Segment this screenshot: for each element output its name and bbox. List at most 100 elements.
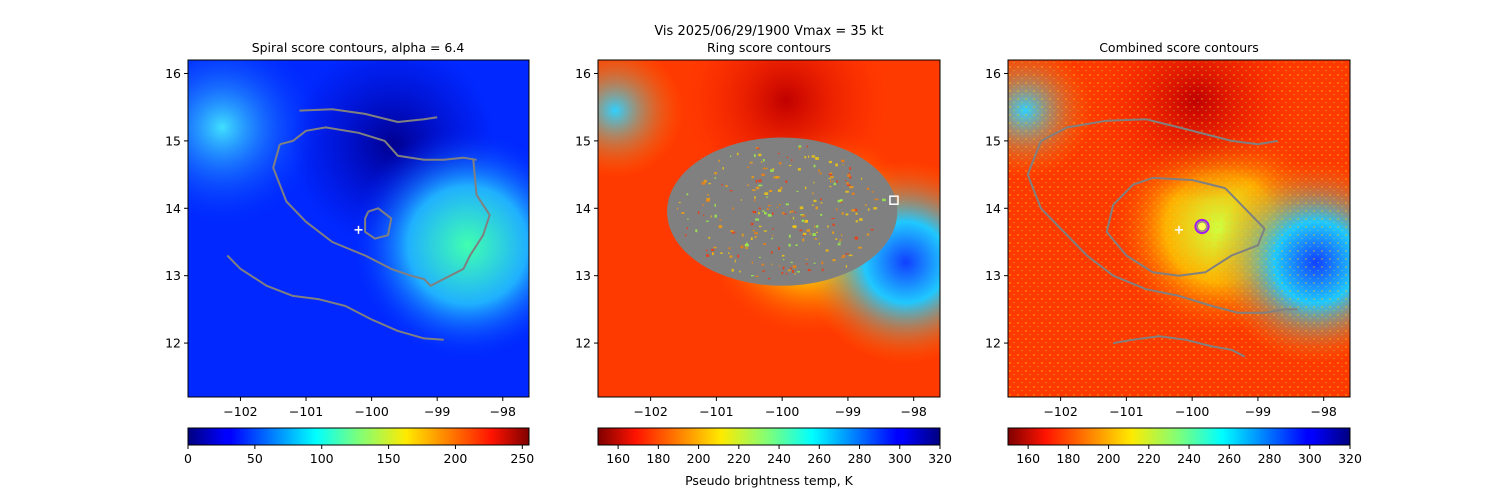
masked-speckle	[812, 233, 816, 236]
masked-speckle	[828, 178, 831, 180]
colorbar-tick-label: 240	[767, 451, 791, 466]
masked-speckle	[815, 206, 818, 210]
masked-speckle	[769, 190, 773, 192]
masked-speckle	[790, 261, 793, 264]
masked-speckle	[762, 270, 766, 272]
masked-speckle	[775, 176, 780, 179]
masked-speckle	[776, 206, 778, 209]
masked-speckle	[809, 232, 811, 235]
masked-speckle	[710, 215, 712, 218]
colorbar-ticks: 160 180 200 220 240 260 280 300 320	[1016, 445, 1362, 466]
masked-speckle	[741, 233, 744, 237]
masked-speckle	[751, 275, 754, 277]
masked-speckle	[829, 185, 832, 188]
y-tick-label: 16	[575, 66, 591, 81]
y-tick-label: 15	[985, 133, 1001, 148]
masked-speckle	[851, 192, 855, 195]
masked-speckle	[708, 183, 711, 185]
axes-frame	[597, 59, 941, 398]
y-tick-label: 14	[165, 201, 181, 216]
colorbar-tick-label: 180	[646, 451, 670, 466]
masked-speckle	[791, 159, 793, 161]
masked-speckle	[758, 225, 762, 228]
masked-speckle	[797, 168, 801, 171]
masked-speckle	[788, 243, 791, 247]
contour-line	[272, 144, 491, 287]
masked-speckle	[754, 198, 756, 202]
masked-speckle	[751, 189, 756, 191]
panel-title: Spiral score contours, alpha = 6.4	[252, 40, 465, 55]
masked-speckle	[714, 203, 716, 207]
masked-speckle	[799, 206, 804, 210]
masked-speckle	[846, 182, 849, 185]
x-tick-label: −101	[1109, 404, 1143, 419]
panel-combined: Combined score contours −102 −101 −100 −99−…	[985, 40, 1362, 466]
masked-speckle	[781, 254, 785, 257]
masked-speckle	[821, 261, 824, 265]
masked-speckle	[838, 241, 841, 243]
masked-speckle	[847, 174, 851, 177]
colorbar-tick-label: 320	[928, 451, 952, 466]
masked-speckle	[686, 193, 689, 196]
masked-speckle	[750, 222, 754, 226]
masked-speckle	[851, 209, 856, 212]
colorbar-tick-label: 250	[510, 451, 534, 466]
masked-speckle	[828, 173, 833, 176]
masked-speckle	[734, 259, 736, 263]
x-tick-label: −100	[1175, 404, 1209, 419]
masked-speckle	[786, 156, 789, 158]
storm-center-marker	[1175, 225, 1183, 234]
masked-speckle	[751, 176, 755, 179]
masked-speckle	[761, 173, 765, 177]
masked-speckle	[764, 192, 769, 195]
masked-speckle	[848, 254, 853, 257]
masked-speckle	[763, 230, 767, 232]
masked-speckle	[778, 247, 780, 250]
masked-speckle	[766, 167, 768, 169]
masked-speckle	[728, 252, 730, 254]
masked-speckle	[718, 159, 720, 163]
y-tick-label: 16	[165, 66, 181, 81]
masked-speckle	[861, 177, 863, 180]
masked-speckle	[839, 239, 843, 241]
masked-speckle	[782, 266, 785, 270]
masked-speckle	[830, 179, 832, 183]
masked-speckle	[763, 159, 765, 162]
combined-center-circle	[1194, 218, 1210, 235]
masked-speckle	[804, 219, 808, 223]
masked-speckle	[754, 196, 756, 199]
masked-speckle	[681, 212, 685, 214]
masked-speckle	[841, 212, 844, 215]
masked-speckle	[782, 212, 785, 215]
masked-speckle	[816, 231, 818, 233]
masked-speckle	[788, 234, 791, 238]
masked-speckle	[751, 261, 753, 264]
masked-speckle	[799, 147, 801, 150]
contour-lines	[1026, 118, 1298, 358]
x-tick-label: −102	[1043, 404, 1077, 419]
masked-speckle	[730, 230, 734, 233]
masked-speckle	[790, 267, 792, 270]
masked-speckle	[781, 271, 784, 275]
masked-speckle	[778, 204, 781, 206]
masked-speckle	[849, 186, 854, 189]
masked-speckle	[766, 196, 768, 199]
masked-speckle	[767, 204, 771, 207]
masked-speckle	[739, 270, 741, 273]
masked-speckle	[804, 156, 807, 159]
masked-speckle	[833, 182, 837, 186]
ring-center-marker	[889, 195, 899, 205]
colorbar-tick-label: 280	[1258, 451, 1282, 466]
masked-speckle	[864, 204, 867, 206]
masked-speckle	[729, 155, 732, 157]
x-axis: −102 −101 −100 −99 −98	[223, 397, 516, 419]
masked-speckle	[772, 168, 775, 170]
heatmap-image	[1008, 60, 1350, 397]
masked-speckle	[792, 270, 794, 273]
y-axis: 12 13 14 15 16	[985, 66, 1008, 351]
masked-speckle	[756, 148, 760, 150]
y-tick-label: 13	[985, 268, 1001, 283]
masked-speckle	[795, 244, 798, 246]
masked-speckle	[777, 152, 780, 155]
masked-speckle	[697, 211, 700, 214]
